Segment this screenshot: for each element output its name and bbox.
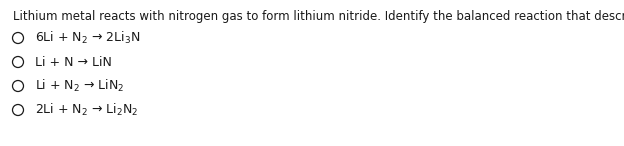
Text: 6Li + N$_2$ → 2Li$_3$N: 6Li + N$_2$ → 2Li$_3$N bbox=[35, 30, 140, 46]
Text: Li + N$_2$ → LiN$_2$: Li + N$_2$ → LiN$_2$ bbox=[35, 78, 124, 94]
Text: Li + N → LiN: Li + N → LiN bbox=[35, 55, 112, 68]
Text: Lithium metal reacts with nitrogen gas to form lithium nitride. Identify the bal: Lithium metal reacts with nitrogen gas t… bbox=[13, 10, 624, 23]
Text: 2Li + N$_2$ → Li$_2$N$_2$: 2Li + N$_2$ → Li$_2$N$_2$ bbox=[35, 102, 138, 118]
